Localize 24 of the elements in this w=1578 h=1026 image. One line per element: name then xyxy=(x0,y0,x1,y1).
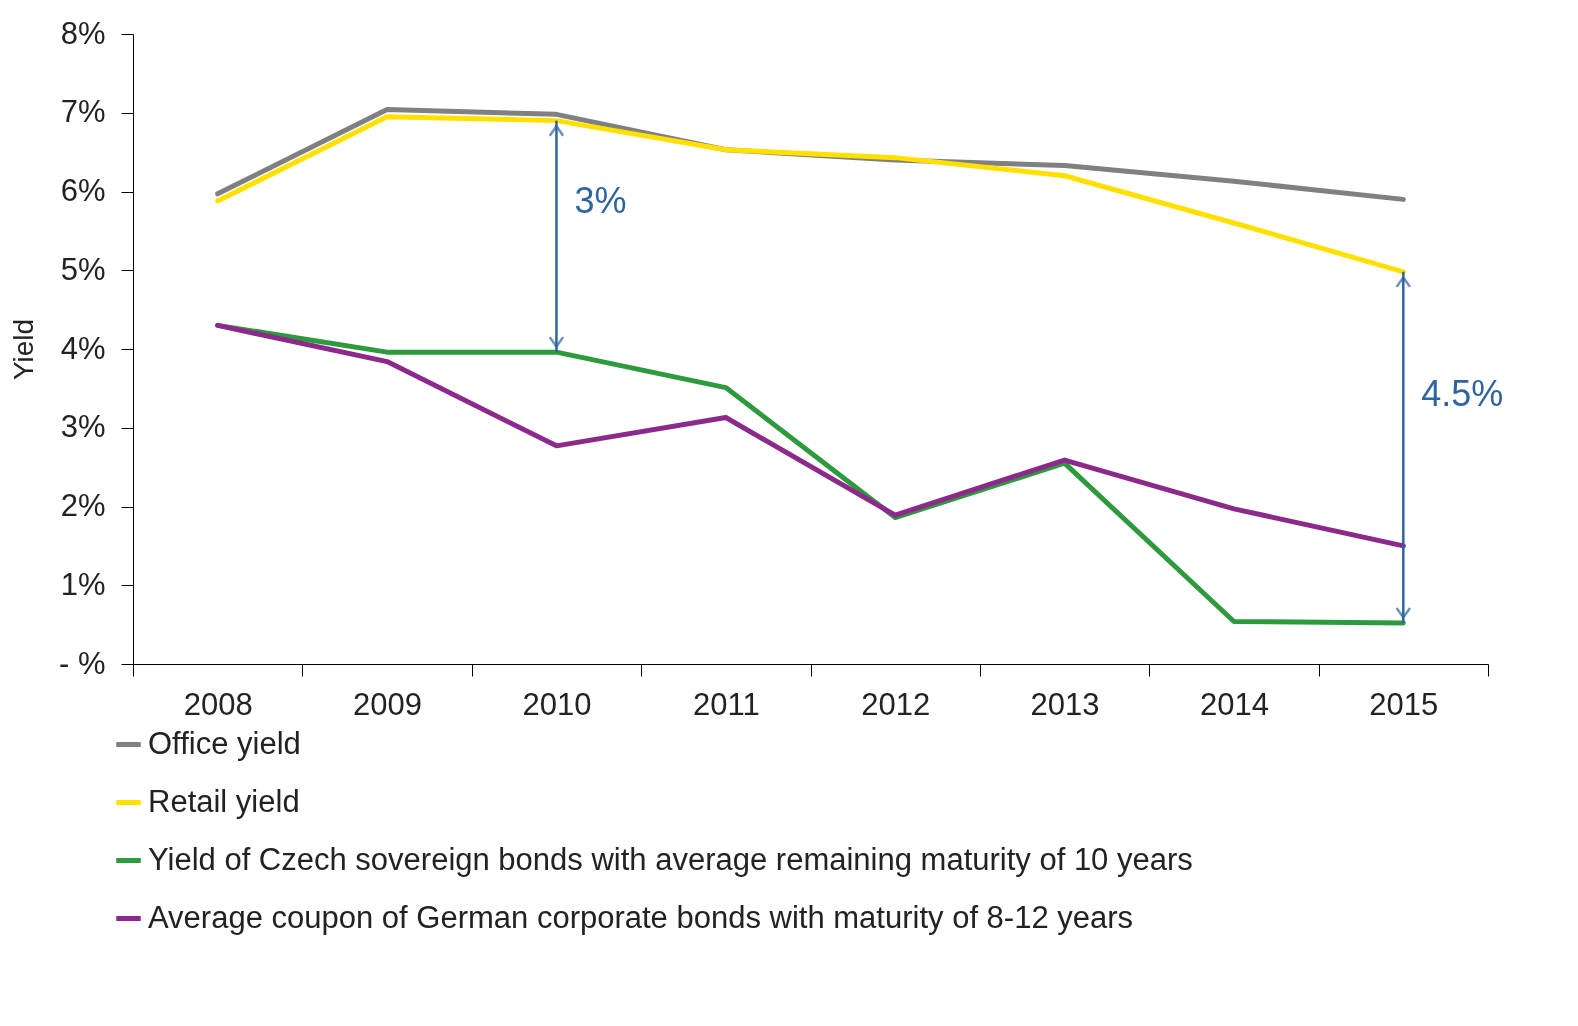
x-tick-label: 2013 xyxy=(1030,686,1100,722)
x-tick-label: 2010 xyxy=(522,686,592,722)
legend-label: Average coupon of German corporate bonds with maturity of 8-12 years xyxy=(148,899,1134,935)
y-tick-label: 3% xyxy=(60,409,106,445)
x-tick-label: 2008 xyxy=(183,686,253,722)
annotation: 3% xyxy=(574,179,627,221)
x-tick-label: 2009 xyxy=(353,686,423,722)
x-tick-label: 2011 xyxy=(692,686,760,722)
y-tick-label: 5% xyxy=(60,251,106,287)
x-tick-label: 2012 xyxy=(861,686,931,722)
y-tick-label: 1% xyxy=(60,566,106,602)
legend-label: Yield of Czech sovereign bonds with average remaining maturity of 10 years xyxy=(148,841,1193,877)
y-tick-label: 8% xyxy=(60,15,106,51)
y-tick-label: 4% xyxy=(60,330,106,366)
y-axis-title: Yield xyxy=(8,318,39,381)
x-tick-label: 2014 xyxy=(1199,686,1269,722)
x-tick-label: 2015 xyxy=(1369,686,1439,722)
legend-label: Office yield xyxy=(148,725,301,761)
legend-label: Retail yield xyxy=(148,783,300,819)
annotation: 4.5% xyxy=(1421,372,1504,414)
y-tick-label: 7% xyxy=(60,94,106,130)
y-tick-label: - % xyxy=(59,645,106,681)
y-tick-label: 6% xyxy=(60,173,106,208)
y-tick-label: 2% xyxy=(60,488,106,523)
